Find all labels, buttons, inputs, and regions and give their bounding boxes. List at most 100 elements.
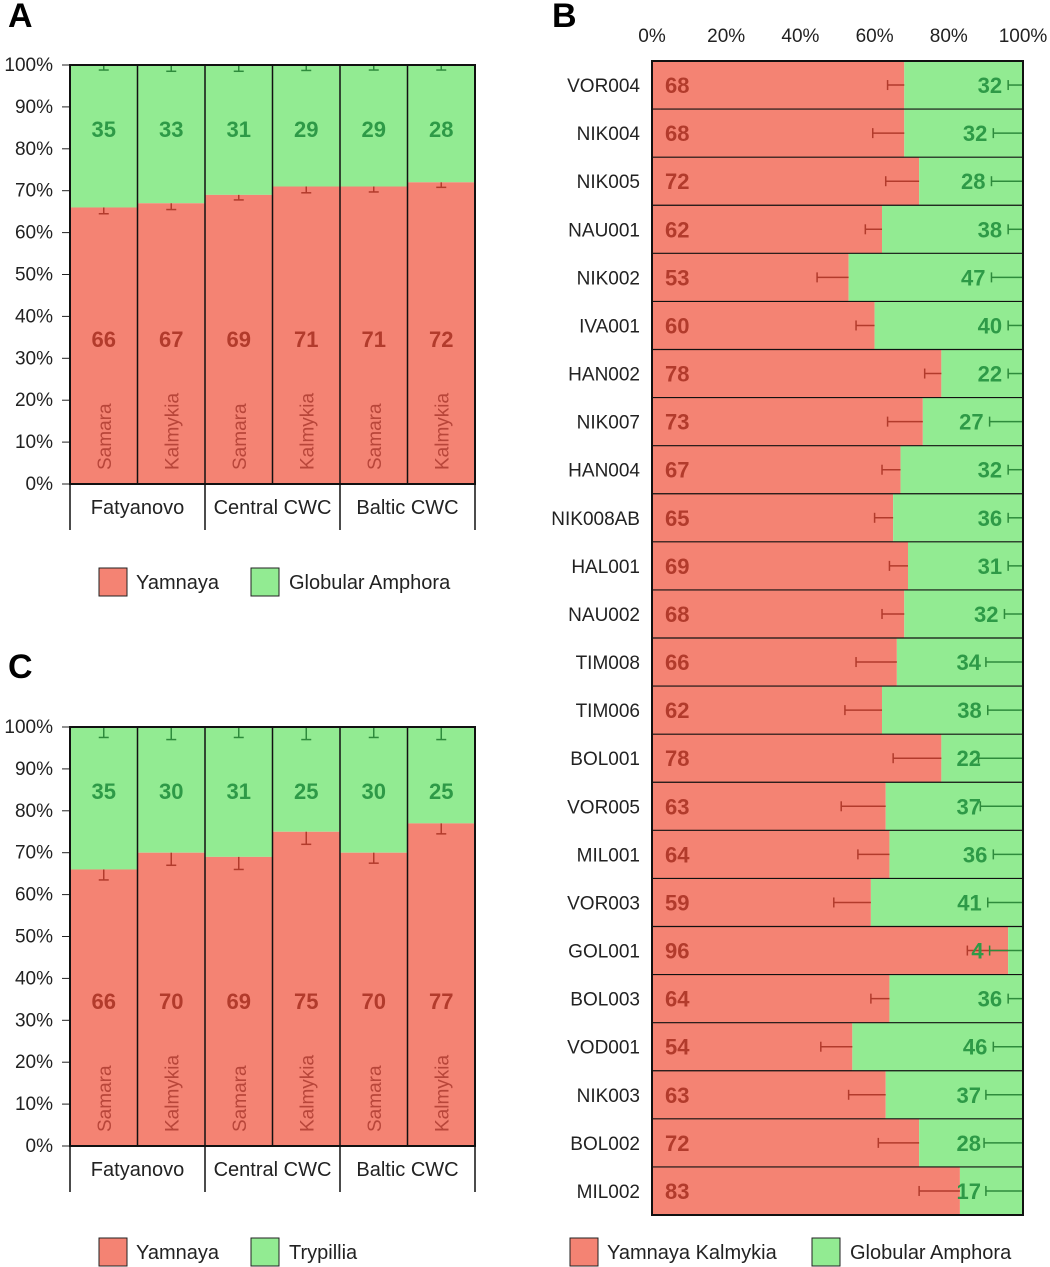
b-bar-8-yamnaya — [652, 445, 901, 494]
b-value-yamnaya-0: 68 — [665, 73, 689, 98]
b-value-green-16: 36 — [963, 842, 987, 867]
a-value-green-2: 31 — [227, 117, 251, 142]
a-group-label: Fatyanovo — [91, 497, 184, 519]
c-bar-1-green — [137, 727, 205, 853]
b-bar-18-yamnaya — [652, 926, 1009, 975]
b-bar-19-green — [889, 974, 1023, 1023]
b-value-yamnaya-22: 72 — [665, 1131, 689, 1156]
b-bar-3-yamnaya — [652, 205, 883, 254]
a-y-tick-label: 0% — [26, 474, 54, 495]
c-y-tick-label: 70% — [15, 843, 53, 864]
a-value-yamnaya-1: 67 — [159, 327, 183, 352]
b-value-yamnaya-19: 64 — [665, 987, 690, 1012]
b-value-yamnaya-5: 60 — [665, 313, 689, 338]
c-bar-2-green — [205, 727, 273, 857]
b-value-yamnaya-4: 53 — [665, 265, 689, 290]
a-value-yamnaya-0: 66 — [92, 327, 116, 352]
b-value-green-12: 34 — [957, 650, 982, 675]
a-y-tick-label: 50% — [15, 265, 53, 286]
c-category-label: Samara — [230, 1065, 251, 1132]
b-category-label: MIL002 — [577, 1182, 640, 1203]
a-y-tick-label: 70% — [15, 181, 53, 202]
c-bar-0-yamnaya — [70, 869, 138, 1146]
a-bar-0-yamnaya — [70, 207, 138, 484]
c-y-tick-label: 20% — [15, 1052, 53, 1073]
b-value-green-15: 37 — [957, 794, 981, 819]
b-category-label: TIM008 — [576, 653, 640, 674]
a-value-yamnaya-3: 71 — [294, 327, 318, 352]
b-value-yamnaya-15: 63 — [665, 794, 689, 819]
a-bar-2-yamnaya — [205, 194, 273, 484]
b-value-green-0: 32 — [978, 73, 1002, 98]
c-category-label: Samara — [95, 1065, 116, 1132]
b-bar-2-yamnaya — [652, 157, 920, 206]
b-value-green-14: 22 — [957, 746, 981, 771]
c-y-tick-label: 100% — [4, 717, 53, 738]
b-category-label: GOL001 — [568, 942, 640, 963]
b-bar-22-yamnaya — [652, 1118, 920, 1167]
b-bar-1-yamnaya — [652, 109, 905, 158]
a-value-green-4: 29 — [362, 117, 386, 142]
c-value-green-3: 25 — [294, 779, 318, 804]
a-value-yamnaya-2: 69 — [227, 327, 251, 352]
b-value-green-5: 40 — [978, 313, 1002, 338]
b-x-tick-label: 20% — [707, 26, 745, 47]
c-bar-2-yamnaya — [205, 856, 273, 1146]
b-x-tick-label: 100% — [999, 26, 1048, 47]
b-bar-9-yamnaya — [652, 493, 894, 542]
c-legend-swatch-green — [250, 1237, 280, 1267]
b-category-label: NAU002 — [568, 605, 640, 626]
b-value-green-7: 27 — [959, 410, 983, 435]
a-y-tick-label: 10% — [15, 432, 53, 453]
c-value-yamnaya-4: 70 — [362, 989, 386, 1014]
b-value-yamnaya-12: 66 — [665, 650, 689, 675]
b-category-label: NIK002 — [577, 268, 640, 289]
b-value-green-17: 41 — [957, 890, 981, 915]
a-category-label: Kalmykia — [432, 392, 453, 470]
c-category-label: Kalmykia — [432, 1054, 453, 1132]
b-category-label: VOD001 — [567, 1038, 640, 1059]
b-value-green-3: 38 — [978, 217, 1002, 242]
a-value-green-0: 35 — [92, 117, 116, 142]
c-value-yamnaya-5: 77 — [429, 989, 453, 1014]
b-category-label: NAU001 — [568, 220, 640, 241]
b-category-label: HAL001 — [571, 557, 640, 578]
b-value-green-18: 4 — [971, 939, 984, 964]
a-category-label: Kalmykia — [297, 392, 318, 470]
b-value-yamnaya-6: 78 — [665, 362, 689, 387]
c-bar-1-yamnaya — [137, 852, 205, 1146]
c-value-yamnaya-2: 69 — [227, 989, 251, 1014]
b-legend-label: Yamnaya Kalmykia — [607, 1242, 778, 1264]
b-category-label: TIM006 — [576, 701, 640, 722]
a-legend-label: Yamnaya — [136, 572, 220, 594]
b-category-label: VOR005 — [567, 797, 640, 818]
b-value-yamnaya-16: 64 — [665, 842, 690, 867]
b-bar-13-yamnaya — [652, 686, 883, 735]
b-value-yamnaya-9: 65 — [665, 506, 689, 531]
b-value-green-20: 46 — [963, 1035, 987, 1060]
panel-letter-b: B — [552, 0, 577, 35]
b-value-yamnaya-23: 83 — [665, 1179, 689, 1204]
a-y-tick-label: 100% — [4, 55, 53, 76]
c-bar-5-yamnaya — [407, 823, 475, 1146]
c-y-tick-label: 30% — [15, 1010, 53, 1031]
c-group-label: Baltic CWC — [356, 1159, 458, 1181]
b-bar-5-green — [874, 301, 1023, 350]
b-bar-8-green — [900, 445, 1023, 494]
a-legend-swatch-green — [250, 567, 280, 597]
c-bar-4-green — [340, 727, 408, 853]
b-value-green-19: 36 — [978, 987, 1002, 1012]
a-legend-label: Globular Amphora — [289, 572, 451, 594]
b-value-yamnaya-21: 63 — [665, 1083, 689, 1108]
a-y-tick-label: 80% — [15, 139, 53, 160]
b-category-label: IVA001 — [579, 316, 640, 337]
a-group-label: Central CWC — [214, 497, 332, 519]
b-x-tick-label: 60% — [856, 26, 894, 47]
b-value-yamnaya-10: 69 — [665, 554, 689, 579]
b-value-yamnaya-13: 62 — [665, 698, 689, 723]
c-y-tick-label: 40% — [15, 968, 53, 989]
b-bar-10-green — [907, 541, 1023, 590]
b-legend-label: Globular Amphora — [850, 1242, 1012, 1264]
a-y-tick-label: 60% — [15, 223, 53, 244]
a-y-tick-label: 40% — [15, 306, 53, 327]
